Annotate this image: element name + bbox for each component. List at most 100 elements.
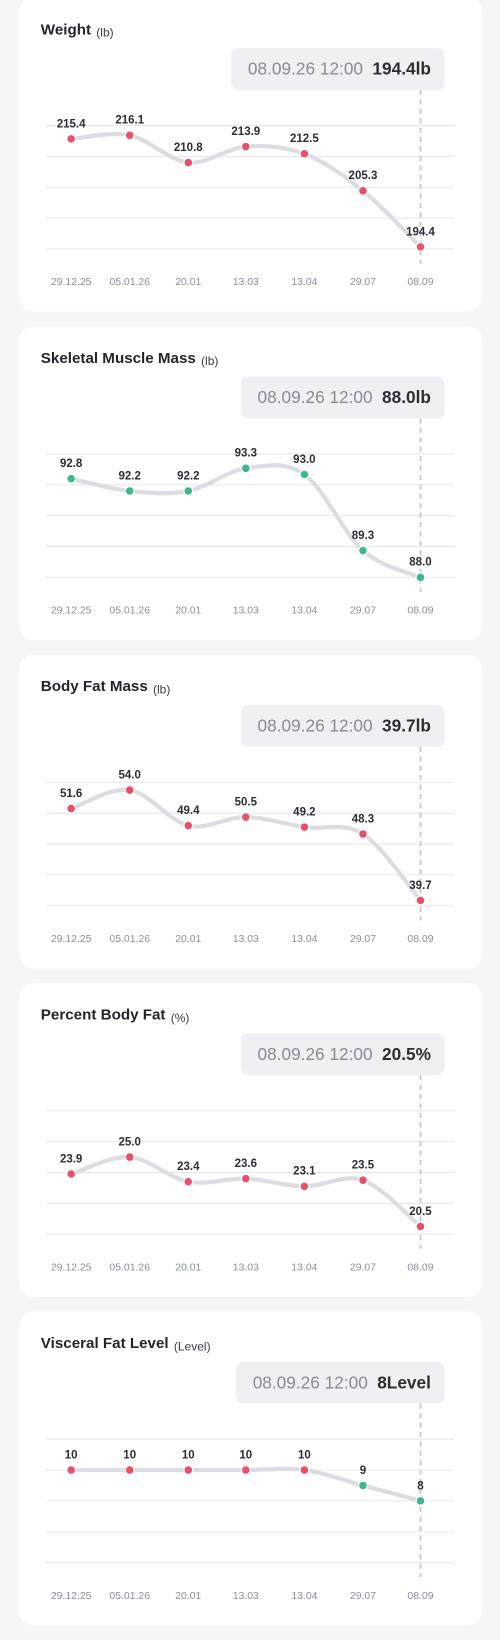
data-point (183, 157, 194, 168)
data-point (415, 895, 426, 906)
data-point (415, 1221, 426, 1232)
data-label: 93.3 (235, 448, 257, 460)
data-point (240, 463, 251, 474)
card (18, 654, 483, 969)
data-point (124, 785, 135, 796)
data-point (357, 829, 368, 840)
data-label: 23.6 (235, 1158, 257, 1170)
data-label: 23.4 (177, 1161, 200, 1173)
data-label: 23.9 (60, 1153, 82, 1165)
chart-unit: (lb) (96, 26, 113, 40)
x-tick-label: 13.03 (233, 277, 259, 288)
data-label: 10 (182, 1449, 195, 1461)
data-label: 93.0 (293, 454, 315, 466)
x-tick-label: 08.09 (407, 606, 433, 617)
tooltip-box (240, 376, 445, 419)
chart-card: Weight (lb) 194.4lb 08.09.26 12:00 215.4 216.… (18, 0, 483, 312)
data-label: 10 (298, 1449, 311, 1461)
data-label: 88.0 (409, 557, 431, 569)
data-label: 50.5 (235, 796, 258, 808)
data-point (183, 1176, 194, 1187)
data-label: 205.3 (349, 170, 378, 182)
data-point (299, 469, 310, 480)
chart-title: Weight (41, 21, 91, 38)
x-tick-label: 05.01.26 (109, 606, 150, 617)
data-label: 89.3 (352, 530, 374, 542)
tooltip-value: 39.7lb (382, 715, 431, 735)
data-point (240, 1465, 251, 1476)
data-point (299, 822, 310, 833)
data-point (66, 803, 77, 814)
data-label: 25.0 (119, 1136, 141, 1148)
data-point (66, 1465, 77, 1476)
chart-title: Visceral Fat Level (41, 1335, 169, 1352)
data-label: 216.1 (115, 115, 144, 127)
tooltip-box (240, 1033, 445, 1076)
data-point (240, 141, 251, 152)
tooltip-date: 08.09.26 12:00 (248, 59, 363, 79)
data-point (124, 485, 135, 496)
x-tick-label: 08.09 (407, 277, 433, 288)
data-point (357, 1175, 368, 1186)
x-tick-label: 29.12.25 (51, 934, 92, 945)
data-point (124, 130, 135, 141)
x-tick-label: 08.09 (407, 1591, 433, 1602)
data-label: 10 (65, 1449, 78, 1461)
data-label: 20.5 (409, 1206, 432, 1218)
data-label: 10 (123, 1449, 136, 1461)
data-label: 49.2 (293, 806, 315, 818)
data-label: 215.4 (57, 118, 86, 130)
chart-unit: (Level) (174, 1339, 211, 1353)
x-tick-label: 05.01.26 (109, 934, 150, 945)
tooltip-box (231, 48, 445, 90)
x-tick-label: 13.04 (291, 934, 317, 945)
x-tick-label: 29.07 (350, 934, 376, 945)
x-tick-label: 05.01.26 (109, 277, 150, 288)
data-point (183, 485, 194, 496)
data-point (299, 148, 310, 159)
x-tick-label: 13.04 (291, 277, 317, 288)
x-tick-label: 29.07 (350, 1262, 376, 1273)
data-label: 212.5 (290, 133, 319, 145)
data-point (183, 820, 194, 831)
data-point (357, 1480, 368, 1491)
data-label: 39.7 (409, 880, 431, 892)
card (18, 983, 483, 1297)
tooltip-box (235, 1361, 445, 1404)
tooltip-date: 08.09.26 12:00 (258, 387, 373, 407)
x-tick-label: 29.12.25 (51, 1591, 92, 1602)
x-tick-label: 13.04 (291, 606, 317, 617)
data-label: 8 (417, 1480, 424, 1492)
data-point (299, 1181, 310, 1192)
data-label: 23.5 (352, 1160, 375, 1172)
x-tick-label: 20.01 (175, 606, 201, 617)
x-tick-label: 13.04 (291, 1262, 317, 1273)
data-label: 194.4 (406, 226, 435, 238)
data-label: 210.8 (174, 142, 203, 154)
data-label: 10 (239, 1449, 252, 1461)
data-label: 54.0 (119, 769, 141, 781)
tooltip-date: 08.09.26 12:00 (253, 1372, 368, 1392)
x-tick-label: 13.03 (233, 1591, 259, 1602)
data-point (124, 1152, 135, 1163)
x-tick-label: 29.07 (350, 1591, 376, 1602)
data-label: 49.4 (177, 805, 200, 817)
x-tick-label: 13.04 (291, 1591, 317, 1602)
x-tick-label: 20.01 (175, 277, 201, 288)
chart-title: Skeletal Muscle Mass (41, 350, 196, 367)
chart-title: Body Fat Mass (41, 678, 148, 695)
data-point (240, 1173, 251, 1184)
data-point (183, 1465, 194, 1476)
data-point (66, 473, 77, 484)
data-point (415, 1495, 426, 1506)
tooltip-date: 08.09.26 12:00 (258, 715, 373, 735)
x-tick-label: 29.12.25 (51, 277, 92, 288)
chart-unit: (lb) (201, 354, 218, 368)
x-tick-label: 20.01 (175, 934, 201, 945)
data-point (66, 1168, 77, 1180)
x-tick-label: 29.07 (350, 277, 376, 288)
data-point (415, 241, 426, 252)
x-tick-label: 20.01 (175, 1591, 201, 1602)
